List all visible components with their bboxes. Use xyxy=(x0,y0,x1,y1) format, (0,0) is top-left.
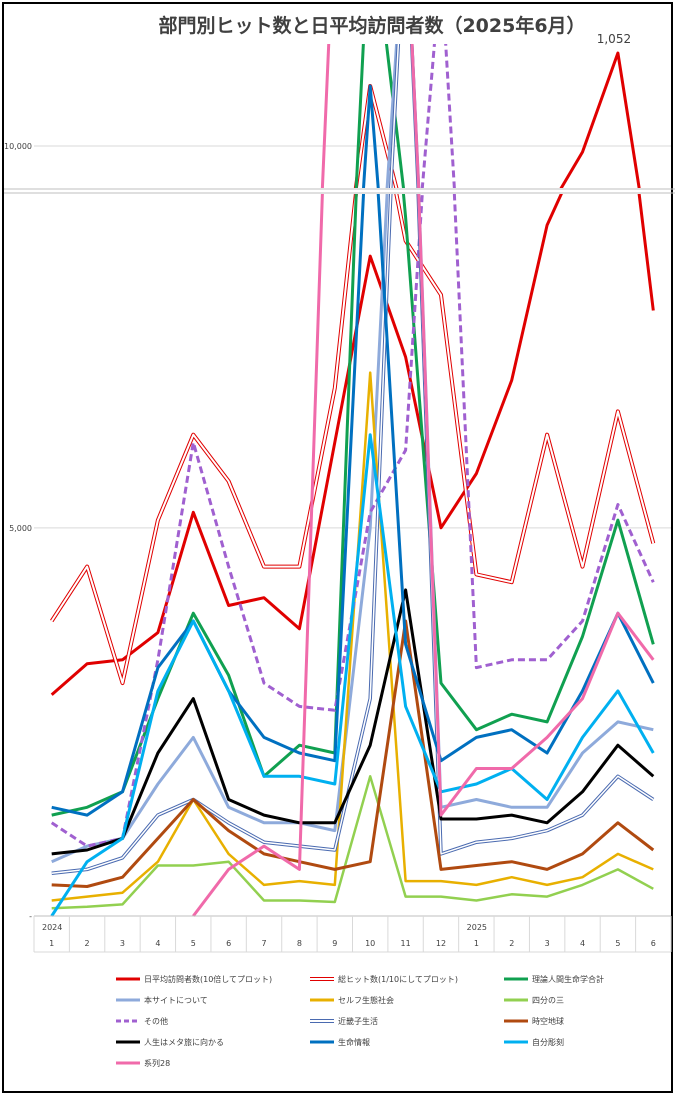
legend-label: 人生はメタ旅に向かる xyxy=(144,1037,224,1047)
legend-item: 四分の三 xyxy=(504,996,564,1005)
gridlines xyxy=(4,145,675,529)
y-tick-label: - xyxy=(29,912,32,921)
chart-title: 部門別ヒット数と日平均訪問者数（2025年6月） xyxy=(158,14,585,37)
series-line-6 xyxy=(50,194,655,848)
series-line-9 xyxy=(51,588,655,856)
series-line-3 xyxy=(51,194,654,864)
legend-label: 理論人間生命学合計 xyxy=(532,974,604,984)
lower-panel xyxy=(50,194,656,917)
x-tick-label: 8 xyxy=(297,939,302,948)
legend-label: 系列28 xyxy=(144,1058,170,1068)
x-tick-label: 1 xyxy=(49,939,54,948)
x-tick-label: 3 xyxy=(545,939,550,948)
legend-item: 人生はメタ旅に向かる xyxy=(116,1037,224,1047)
x-tick-label: 2 xyxy=(509,939,514,948)
x-tick-label: 3 xyxy=(120,939,125,948)
series-line-8 xyxy=(51,619,655,888)
series-line-10 xyxy=(51,194,655,817)
series-line-1-inner xyxy=(50,194,655,685)
chart-svg: 部門別ヒット数と日平均訪問者数（2025年6月） 1,052 - 5,000 10,… xyxy=(4,14,675,1068)
series-line-5 xyxy=(51,775,654,910)
x-tick-label: 6 xyxy=(651,939,656,948)
x-tick-label: 1 xyxy=(474,939,479,948)
x-tick-label: 11 xyxy=(400,939,410,948)
legend-item: 生命情報 xyxy=(310,1037,370,1047)
legend-label: 生命情報 xyxy=(338,1037,370,1047)
legend-item: セルフ生態社会 xyxy=(310,995,394,1005)
legend-item: 時空地球 xyxy=(504,1016,564,1026)
legend-item: 理論人間生命学合計 xyxy=(504,974,604,984)
series-line-12 xyxy=(192,194,655,917)
series-line-4 xyxy=(51,371,654,902)
legend-label: 日平均訪問者数(10倍してプロット) xyxy=(144,974,272,984)
x-tick-label: 5 xyxy=(615,939,620,948)
x-tick-label: 9 xyxy=(332,939,337,948)
x-tick-label: 10 xyxy=(365,939,375,948)
series-line-0 xyxy=(50,194,655,696)
legend-item: 近畿子生活 xyxy=(310,1016,378,1026)
legend-item: 本サイトについて xyxy=(116,995,208,1005)
x-tick-label: 7 xyxy=(261,939,266,948)
legend-label: その他 xyxy=(144,1016,168,1026)
legend-label: セルフ生態社会 xyxy=(338,995,394,1005)
legend: 日平均訪問者数(10倍してプロット) 総ヒット数(1/10にしてプロット) 理論人間… xyxy=(116,974,604,1068)
x-tick-label: 6 xyxy=(226,939,231,948)
legend-label: 本サイトについて xyxy=(144,995,208,1005)
legend-item: その他 xyxy=(116,1016,168,1026)
series-line-7-inner xyxy=(51,194,654,875)
series-line-10 xyxy=(362,84,380,188)
x-year-label: 2025 xyxy=(467,923,487,932)
legend-label: 自分彫刻 xyxy=(532,1037,564,1047)
legend-item: 日平均訪問者数(10倍してプロット) xyxy=(116,974,272,984)
x-tick-label: 2 xyxy=(85,939,90,948)
y-tick-label: 10,000 xyxy=(4,142,32,151)
legend-label: 四分の三 xyxy=(532,996,564,1005)
legend-label: 近畿子生活 xyxy=(338,1016,378,1026)
x-tick-label: 4 xyxy=(155,939,160,948)
legend-item: 系列28 xyxy=(116,1058,170,1068)
series-line-2 xyxy=(354,44,405,188)
legend-item: 総ヒット数(1/10にしてプロット) xyxy=(310,974,458,984)
legend-label: 総ヒット数(1/10にしてプロット) xyxy=(338,974,458,984)
x-tick-label: 12 xyxy=(436,939,446,948)
series-lines: 1,052 xyxy=(50,32,656,917)
x-year-label: 2024 xyxy=(42,923,62,932)
data-label: 1,052 xyxy=(597,32,631,46)
x-tick-label: 4 xyxy=(580,939,585,948)
legend-item: 自分彫刻 xyxy=(504,1037,564,1047)
x-tick-label: 5 xyxy=(191,939,196,948)
legend-label: 時空地球 xyxy=(532,1016,564,1026)
y-tick-label: 5,000 xyxy=(9,524,32,533)
series-line-11 xyxy=(50,433,655,917)
